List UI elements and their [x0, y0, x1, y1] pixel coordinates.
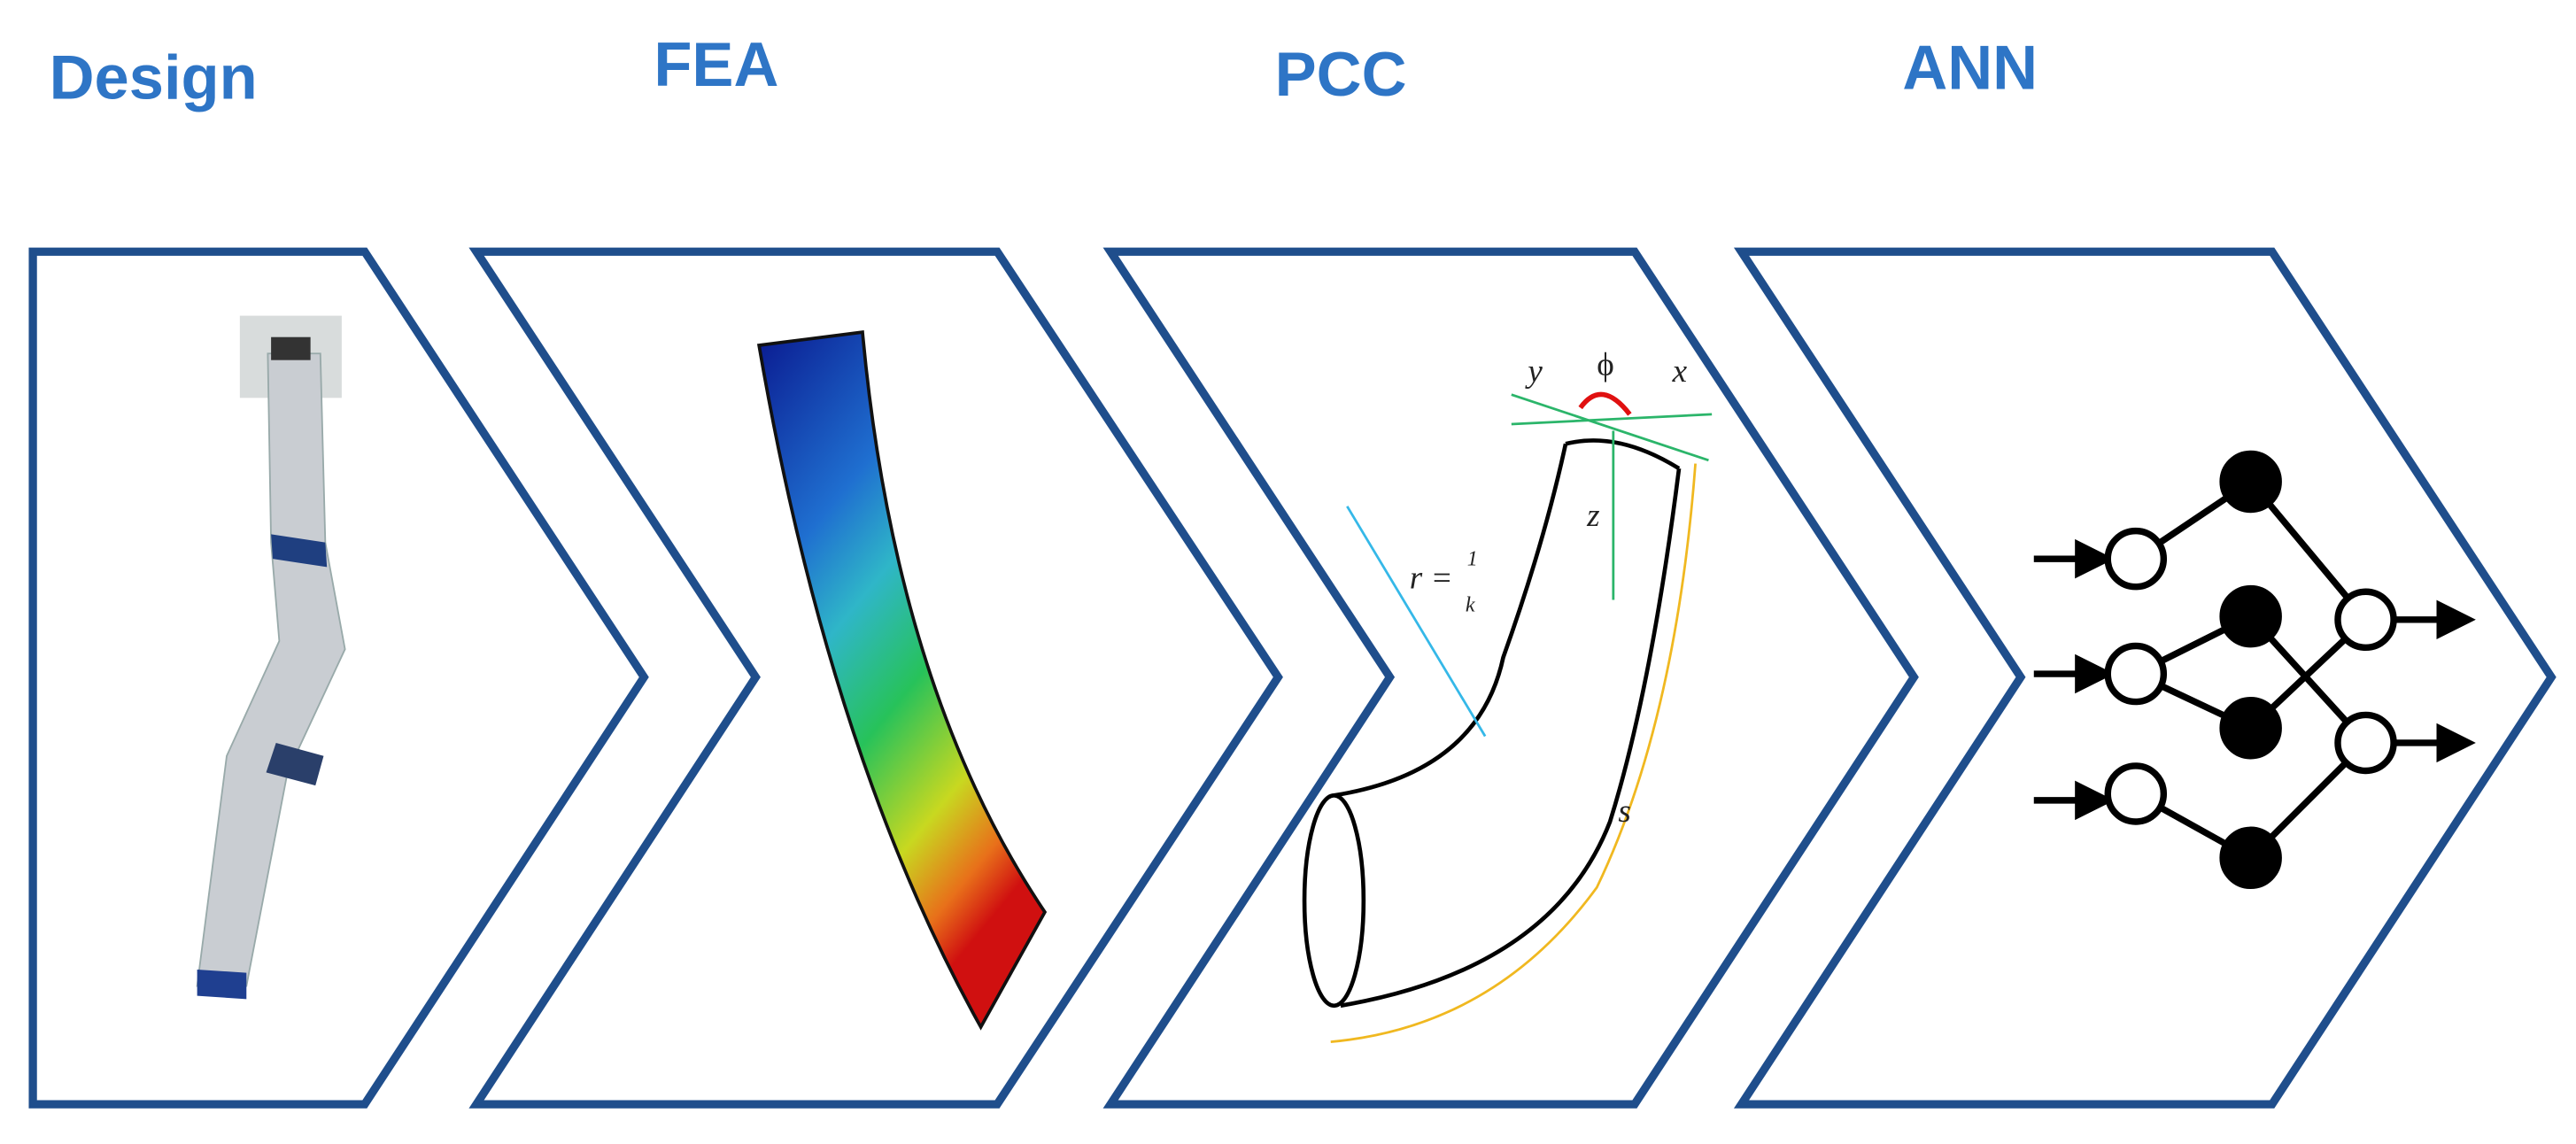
angle-label: ϕ — [1597, 346, 1614, 383]
stage-title: PCC — [1275, 39, 1407, 109]
chevron — [28, 247, 649, 1109]
design-tube — [196, 315, 346, 1000]
radius-den: k — [1466, 594, 1476, 617]
axis-label: x — [1672, 353, 1688, 390]
axis-label: z — [1586, 498, 1599, 534]
ann-network — [2033, 450, 2476, 890]
stage-title: ANN — [1902, 33, 2038, 103]
radius-num: 1 — [1467, 548, 1478, 571]
stage-title: FEA — [654, 29, 778, 99]
stage-title: Design — [50, 43, 258, 112]
arc-label: s — [1618, 793, 1630, 830]
pcc-diagram — [1302, 391, 1713, 1043]
axis-label: y — [1524, 353, 1543, 390]
radius-label: r = — [1410, 560, 1453, 597]
fea-mesh — [756, 330, 1048, 1031]
chevron — [1102, 247, 1919, 1109]
